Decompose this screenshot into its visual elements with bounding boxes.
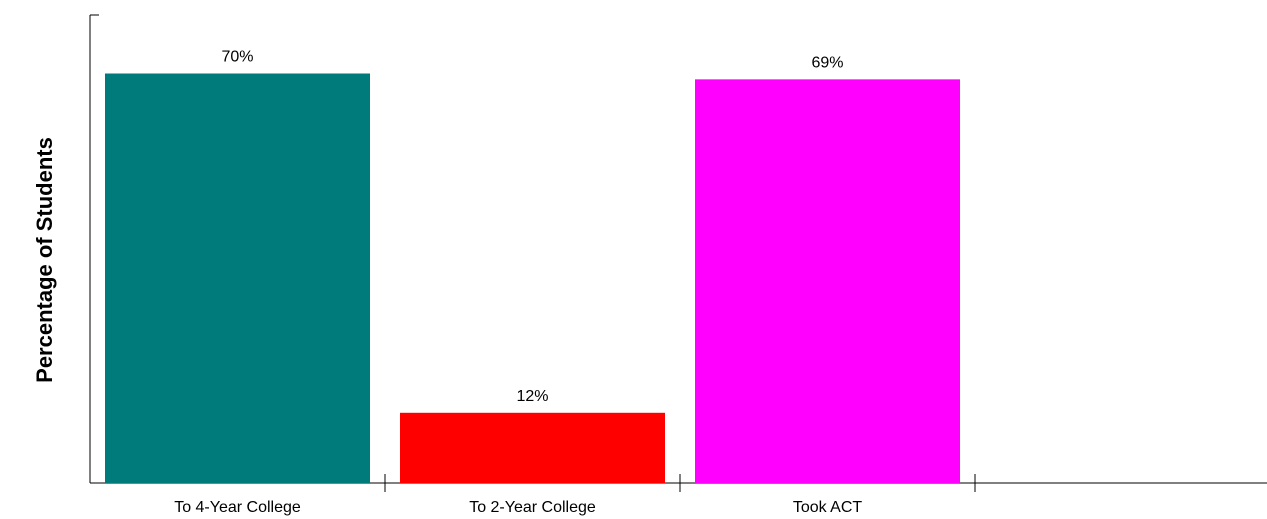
data-label-to-4-year-college: 70% — [221, 49, 253, 66]
bars-group — [105, 73, 960, 483]
data-label-to-2-year-college: 12% — [516, 388, 548, 405]
labels-group: 70% To 4-Year College 12% To 2-Year College… — [174, 49, 862, 517]
x-tick-label-took-act: Took ACT — [793, 499, 863, 516]
x-tick-label-to-2-year-college: To 2-Year College — [469, 499, 596, 516]
bar-to-4-year-college — [105, 73, 370, 483]
data-label-took-act: 69% — [811, 54, 843, 71]
y-axis-title: Percentage of Students — [32, 137, 57, 383]
bar-to-2-year-college — [400, 412, 665, 483]
x-ticks-group — [384, 474, 976, 492]
x-tick-label-to-4-year-college: To 4-Year College — [174, 499, 301, 516]
bar-took-act — [695, 79, 960, 483]
